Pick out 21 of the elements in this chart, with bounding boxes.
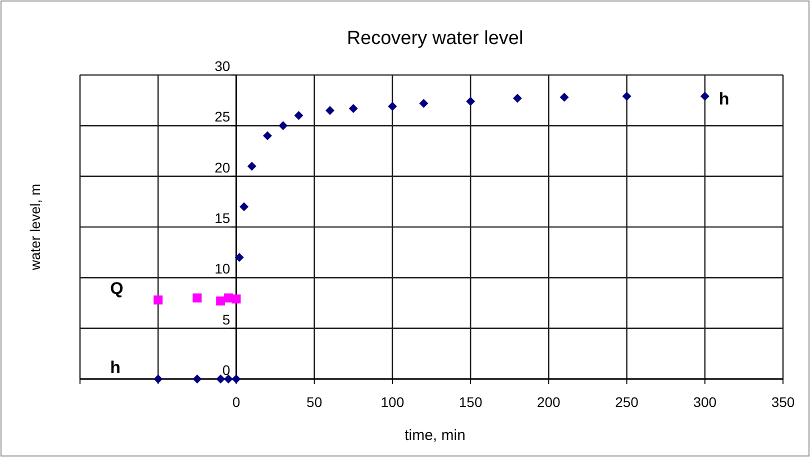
y-tick-label: 25 (214, 108, 230, 125)
annotation: h (718, 89, 730, 108)
y-tick-label: 10 (214, 260, 230, 277)
x-tick-label: 200 (536, 394, 561, 410)
y-tick-label: 15 (214, 210, 230, 226)
y-tick-label: 0 (222, 362, 230, 378)
x-tick-label: 250 (615, 394, 639, 410)
x-tick-label: 0 (232, 394, 240, 410)
y-axis-title: water level, m (27, 184, 43, 272)
x-tick-label: 350 (771, 394, 795, 410)
chart-title: Recovery water level (346, 28, 524, 49)
x-tick-label: 50 (306, 394, 322, 410)
x-tick-label: 100 (380, 394, 404, 410)
series-label: h (110, 358, 120, 377)
x-tick-label: 150 (458, 394, 482, 410)
y-tick-label: 5 (222, 311, 230, 328)
x-axis-title: time, min (404, 427, 466, 444)
y-tick-label: 30 (214, 58, 230, 74)
y-tick-label: 20 (214, 159, 230, 176)
x-tick-label: 300 (693, 394, 717, 410)
series-label: Q (110, 278, 124, 298)
